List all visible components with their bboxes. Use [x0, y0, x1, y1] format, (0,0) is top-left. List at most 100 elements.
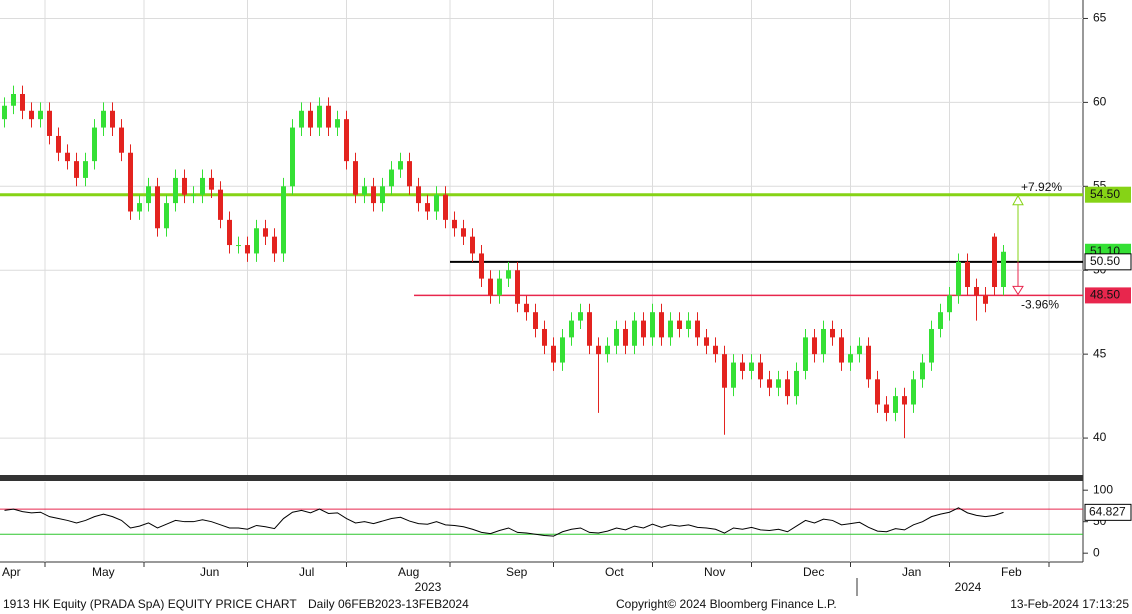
candle-body: [497, 278, 502, 296]
level-label: 54.50: [1090, 187, 1120, 201]
chart-title: 1913 HK Equity (PRADA SpA) EQUITY PRICE …: [3, 597, 297, 611]
candle-body: [920, 362, 925, 380]
candle-body: [740, 362, 745, 371]
year-label: 2023: [415, 580, 442, 594]
candle-body: [380, 186, 385, 204]
timestamp: 13-Feb-2024 17:13:25: [1010, 597, 1129, 611]
candle-body: [344, 119, 349, 162]
candle-body: [398, 161, 403, 170]
candle-body: [254, 228, 259, 254]
candle-body: [812, 337, 817, 355]
candle-body: [794, 370, 799, 397]
candle-body: [164, 203, 169, 229]
candle-body: [101, 110, 106, 128]
candle-body: [173, 177, 178, 204]
rsi-y-tick-label: 100: [1093, 482, 1113, 496]
candle-body: [641, 320, 646, 338]
candle-body: [749, 362, 754, 371]
x-tick-label: Sep: [506, 565, 528, 579]
candle-body: [713, 345, 718, 355]
candle-body: [821, 328, 826, 355]
candle-body: [110, 110, 115, 128]
candle-body: [407, 161, 412, 187]
y-tick-label: 40: [1093, 430, 1107, 444]
candle-body: [434, 194, 439, 212]
candle-body: [884, 404, 889, 413]
candle-body: [65, 152, 70, 162]
candle-body: [524, 303, 529, 313]
candle-body: [470, 236, 475, 254]
candle-body: [974, 287, 979, 296]
rsi-line: [4, 507, 1004, 537]
x-tick-label: Oct: [605, 565, 624, 579]
candle-body: [479, 253, 484, 279]
candle-body: [245, 245, 250, 254]
candle-body: [488, 278, 493, 296]
copyright: Copyright© 2024 Bloomberg Finance L.P.: [616, 597, 837, 611]
candle-body: [281, 186, 286, 254]
change-label: +7.92%: [1021, 180, 1062, 194]
candle-body: [146, 186, 151, 204]
candle-body: [704, 337, 709, 346]
y-tick-label: 65: [1093, 11, 1107, 25]
x-tick-label: Jan: [902, 565, 921, 579]
x-tick-label: May: [92, 565, 115, 579]
candle-body: [911, 379, 916, 405]
change-label: -3.96%: [1021, 298, 1059, 312]
candle-body: [74, 161, 79, 178]
x-tick-label: Feb: [1001, 565, 1022, 579]
candle-body: [776, 379, 781, 388]
candle-body: [533, 312, 538, 329]
candle-body: [308, 110, 313, 128]
candle-body: [461, 228, 466, 237]
candle-body: [632, 320, 637, 346]
candle-body: [128, 152, 133, 212]
level-label: 50.50: [1090, 254, 1120, 268]
candle-body: [20, 93, 25, 111]
candle-body: [569, 320, 574, 338]
candle-body: [614, 328, 619, 346]
x-tick-label: Nov: [704, 565, 725, 579]
candle-body: [1001, 251, 1006, 288]
candle-body: [677, 320, 682, 329]
candle-body: [335, 119, 340, 128]
candle-body: [605, 345, 610, 355]
candle-body: [902, 396, 907, 405]
candle-body: [353, 161, 358, 195]
candle-body: [209, 177, 214, 190]
y-tick-label: 45: [1093, 346, 1107, 360]
candle-body: [560, 337, 565, 363]
candle-body: [389, 169, 394, 187]
candle-body: [893, 396, 898, 413]
level-label: 48.50: [1090, 288, 1120, 302]
candle-body: [182, 177, 187, 195]
candle-body: [2, 105, 7, 120]
candle-body: [866, 345, 871, 380]
candle-body: [452, 219, 457, 229]
x-tick-label: Jun: [200, 565, 219, 579]
rsi-last-label: 64.827: [1089, 505, 1126, 519]
candle-body: [551, 345, 556, 363]
candle-body: [92, 127, 97, 162]
candle-body: [767, 379, 772, 388]
x-tick-label: Aug: [398, 565, 419, 579]
candle-body: [38, 110, 43, 120]
arrow-head: [1012, 285, 1024, 296]
rsi-y-tick-label: 0: [1093, 545, 1100, 559]
candle-body: [362, 186, 367, 195]
candle-body: [623, 328, 628, 346]
x-tick-label: Apr: [2, 565, 21, 579]
candle-body: [857, 345, 862, 355]
candle-body: [803, 337, 808, 371]
candle-body: [956, 261, 961, 296]
candle-body: [542, 328, 547, 346]
candle-body: [29, 110, 34, 120]
candle-body: [425, 203, 430, 212]
candle-body: [137, 203, 142, 212]
candle-body: [785, 379, 790, 397]
candle-body: [731, 362, 736, 388]
rsi-last-box: [1084, 503, 1132, 521]
candle-body: [326, 105, 331, 128]
candle-body: [317, 105, 322, 128]
candle-body: [299, 110, 304, 128]
